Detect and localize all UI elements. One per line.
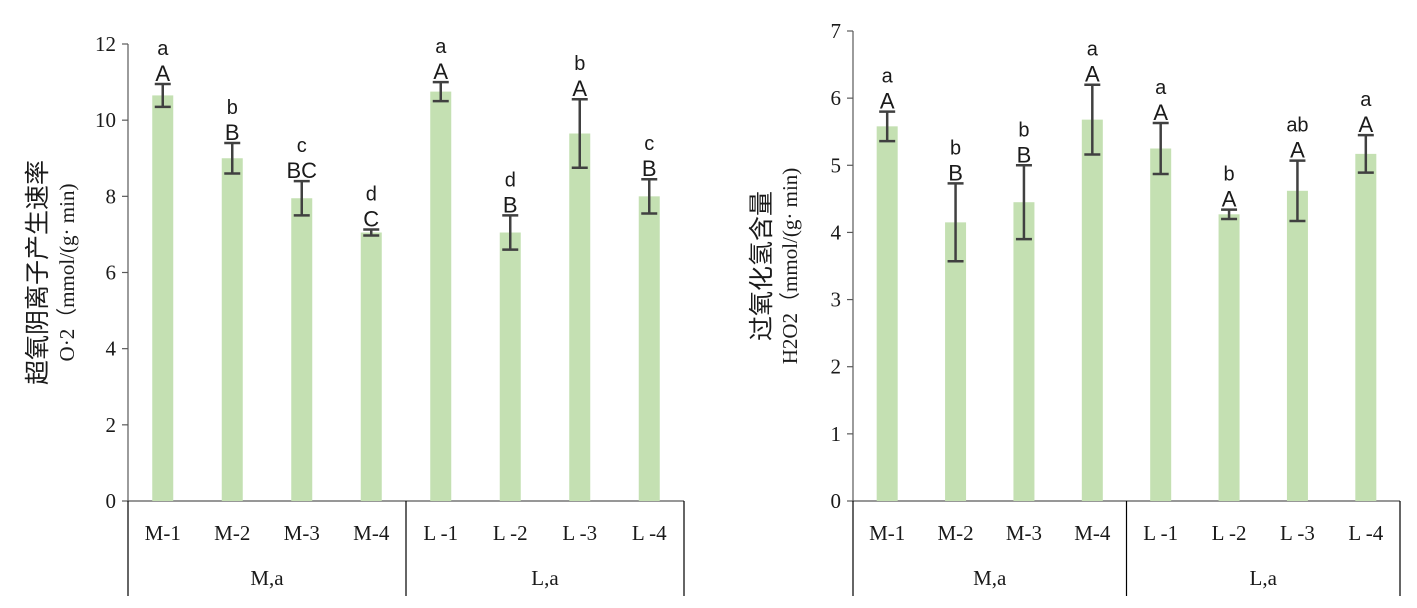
significance-lower-letter: b — [574, 53, 585, 75]
significance-lower-letter: a — [882, 66, 894, 88]
y-tick-label: 4 — [106, 337, 117, 361]
bar — [499, 232, 521, 501]
category-label: M-3 — [1006, 521, 1042, 545]
category-label: L -1 — [1143, 521, 1178, 545]
y-tick-label: 6 — [106, 261, 117, 285]
significance-lower-letter: d — [505, 169, 516, 191]
significance-lower-letter: c — [644, 133, 654, 155]
significance-upper-letter: B — [503, 192, 518, 217]
significance-lower-letter: ab — [1286, 115, 1308, 137]
y-tick-label: 0 — [831, 489, 842, 513]
y-axis-unit: O·2（mmol/(g· min) — [55, 184, 79, 362]
category-label: M-1 — [869, 521, 905, 545]
significance-lower-letter: b — [950, 137, 961, 159]
y-tick-label: 10 — [95, 108, 116, 132]
category-label: M-4 — [1074, 521, 1111, 545]
y-tick-label: 2 — [831, 355, 842, 379]
category-label: M-2 — [937, 521, 973, 545]
significance-upper-letter: B — [948, 160, 963, 185]
bar — [1081, 119, 1103, 501]
significance-upper-letter: A — [1290, 138, 1305, 163]
significance-upper-letter: A — [572, 76, 587, 101]
y-axis-unit: H2O2（mmol/(g· min) — [778, 168, 802, 365]
bar — [569, 133, 591, 501]
significance-lower-letter: a — [157, 38, 169, 60]
bar — [1013, 202, 1035, 501]
y-axis-title: 过氧化氢含量 — [748, 191, 776, 341]
y-tick-label: 3 — [831, 288, 842, 312]
category-label: L -1 — [423, 521, 458, 545]
significance-lower-letter: a — [1087, 39, 1099, 61]
bar — [638, 196, 660, 502]
significance-lower-letter: a — [1155, 77, 1167, 99]
group-label: L,a — [1250, 566, 1278, 590]
category-label: L -2 — [1212, 521, 1247, 545]
bar — [1218, 214, 1240, 502]
group-label: M,a — [250, 566, 284, 590]
bar — [152, 95, 174, 501]
bar — [1286, 190, 1308, 502]
significance-upper-letter: A — [433, 59, 448, 84]
significance-lower-letter: a — [1360, 89, 1372, 111]
significance-upper-letter: A — [1085, 62, 1100, 87]
group-label: M,a — [973, 566, 1007, 590]
y-tick-label: 0 — [106, 489, 117, 513]
category-label: L -3 — [1280, 521, 1315, 545]
y-axis-title: 超氧阴离子产生速率 — [24, 160, 52, 385]
significance-upper-letter: A — [1222, 187, 1237, 212]
significance-upper-letter: C — [363, 206, 379, 231]
y-tick-label: 6 — [831, 86, 842, 110]
y-tick-label: 12 — [95, 32, 116, 56]
y-tick-label: 5 — [831, 153, 842, 177]
significance-upper-letter: B — [642, 156, 657, 181]
category-label: L -2 — [493, 521, 528, 545]
bar — [1150, 148, 1172, 501]
bar — [221, 158, 243, 501]
category-label: L -4 — [1348, 521, 1383, 545]
y-tick-label: 2 — [106, 413, 117, 437]
y-tick-label: 1 — [831, 422, 842, 446]
hydrogen-peroxide-chart: 0 1 2 3 4 5 6 7 Aa M-1 Bb M-2 Bb M-3 Aa M-4 Aa L -1 Ab L -2… — [748, 19, 1401, 596]
y-tick-label: 4 — [831, 220, 842, 244]
significance-upper-letter: BC — [286, 158, 317, 183]
bar — [291, 198, 313, 502]
significance-upper-letter: A — [1358, 112, 1373, 137]
bar — [360, 232, 382, 501]
category-label: M-3 — [284, 521, 320, 545]
significance-upper-letter: A — [155, 61, 170, 86]
category-label: L -4 — [632, 521, 667, 545]
significance-lower-letter: b — [227, 97, 238, 119]
category-label: M-4 — [353, 521, 390, 545]
significance-lower-letter: b — [1018, 119, 1029, 141]
bar — [1355, 153, 1377, 501]
significance-upper-letter: A — [1153, 100, 1168, 125]
significance-lower-letter: b — [1224, 164, 1235, 186]
group-label: L,a — [531, 566, 559, 590]
significance-upper-letter: B — [225, 120, 240, 145]
significance-lower-letter: a — [435, 36, 447, 58]
category-label: M-2 — [214, 521, 250, 545]
y-tick-label: 8 — [106, 184, 117, 208]
bar — [945, 222, 967, 501]
category-label: L -3 — [562, 521, 597, 545]
bar — [430, 91, 452, 502]
y-tick-label: 7 — [831, 19, 842, 43]
significance-lower-letter: d — [366, 183, 377, 205]
bar — [876, 126, 898, 501]
category-label: M-1 — [145, 521, 181, 545]
significance-lower-letter: c — [297, 135, 307, 157]
significance-upper-letter: A — [880, 89, 895, 114]
significance-upper-letter: B — [1017, 142, 1032, 167]
